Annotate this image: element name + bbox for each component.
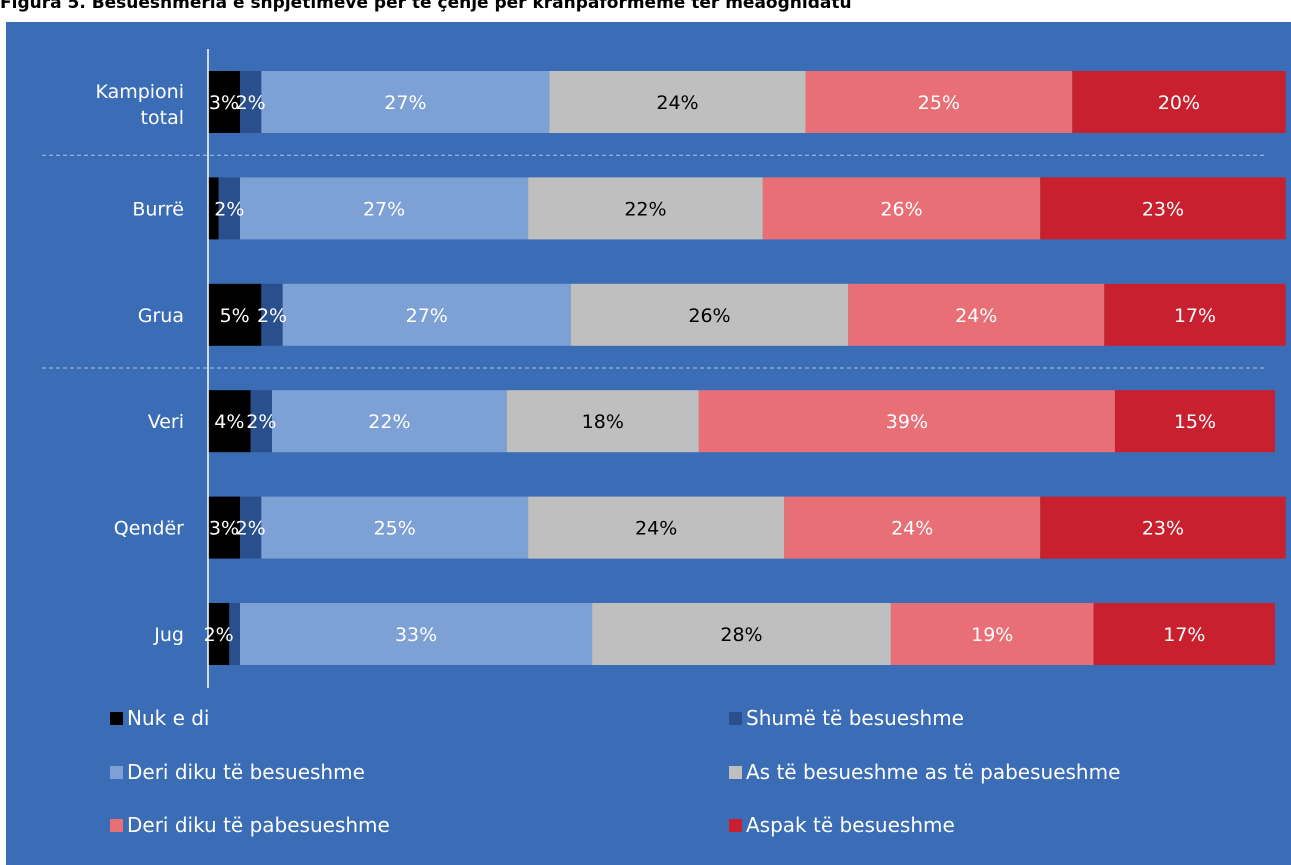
data-label: 23% xyxy=(1142,198,1184,220)
data-label: 17% xyxy=(1174,305,1216,327)
legend-item: As të besueshme as të pabesueshme xyxy=(729,759,1120,785)
legend-swatch xyxy=(729,765,742,779)
bar-segment xyxy=(208,71,241,133)
bar-segment xyxy=(549,71,806,133)
legend-label: Shumë të besueshme xyxy=(746,706,964,730)
data-label: 24% xyxy=(635,518,677,540)
bar-segment xyxy=(528,496,785,559)
bar-segment xyxy=(261,496,529,559)
bar-segment xyxy=(250,390,273,453)
data-label: 3% xyxy=(209,92,239,114)
bar-segment xyxy=(1104,283,1286,346)
data-label: 25% xyxy=(374,518,416,540)
data-label: 39% xyxy=(886,411,928,433)
bar-segment xyxy=(528,177,763,240)
legend-label: As të besueshme as të pabesueshme xyxy=(746,760,1121,784)
bar-segment xyxy=(240,496,262,559)
legend-item: Nuk e di xyxy=(110,705,210,731)
data-label: 17% xyxy=(1163,624,1205,646)
bar-segment xyxy=(208,496,241,559)
bar-segment xyxy=(208,390,251,453)
data-label: 2% xyxy=(214,198,244,220)
legend-label: Nuk e di xyxy=(127,706,210,730)
category-label: Burrë xyxy=(132,198,184,220)
legend-item: Aspak të besueshme xyxy=(729,812,955,838)
bar-segment xyxy=(282,283,571,346)
data-label: 5% xyxy=(220,305,250,327)
bar-segment xyxy=(1040,177,1286,240)
bar-segment xyxy=(208,283,262,346)
legend-label: Deri diku të pabesueshme xyxy=(127,813,390,837)
data-label: 24% xyxy=(891,518,933,540)
legend-swatch xyxy=(110,818,123,832)
data-label: 4% xyxy=(214,411,244,433)
bar-segment xyxy=(762,177,1041,240)
bar-segment xyxy=(1093,603,1275,665)
bar-segment xyxy=(698,390,1115,453)
bar-segment xyxy=(592,603,891,665)
chart-title-strip: Figura 5. Besueshmëria e shpjetimeve për… xyxy=(0,0,1291,22)
data-label: 3% xyxy=(209,518,239,540)
bar-segment xyxy=(1114,390,1275,453)
bar-segment xyxy=(240,71,262,133)
bar-segment xyxy=(208,603,230,665)
data-label: 24% xyxy=(955,305,997,327)
data-label: 18% xyxy=(582,411,624,433)
bar-segment xyxy=(208,177,219,240)
legend-item: Shumë të besueshme xyxy=(729,705,964,731)
legend-swatch xyxy=(110,765,123,779)
bar-segment xyxy=(229,603,241,665)
bar-segment xyxy=(805,71,1073,133)
bar-segment xyxy=(1040,496,1286,559)
legend-label: Aspak të besueshme xyxy=(746,813,955,837)
bar-segment xyxy=(1072,71,1286,133)
data-label: 33% xyxy=(395,624,437,646)
bar-segment xyxy=(272,390,507,453)
data-label: 22% xyxy=(368,411,410,433)
bar-segment xyxy=(848,283,1105,346)
bar-segment xyxy=(261,283,283,346)
data-label: 26% xyxy=(688,305,730,327)
bar-segment xyxy=(570,283,849,346)
bar-segment xyxy=(784,496,1041,559)
data-label: 27% xyxy=(384,92,426,114)
data-label: 28% xyxy=(720,624,762,646)
category-label: Grua xyxy=(138,305,184,327)
data-label: 15% xyxy=(1174,411,1216,433)
data-label: 27% xyxy=(406,305,448,327)
data-label: 2% xyxy=(236,92,266,114)
data-label: 24% xyxy=(656,92,698,114)
data-label: 20% xyxy=(1158,92,1200,114)
legend-item: Deri diku të pabesueshme xyxy=(110,812,390,838)
bar-segment xyxy=(506,390,699,453)
bar-segment xyxy=(240,603,593,665)
data-label: 27% xyxy=(363,198,405,220)
bar-segment xyxy=(890,603,1094,665)
data-label: 19% xyxy=(971,624,1013,646)
data-label: 23% xyxy=(1142,518,1184,540)
bar-segment xyxy=(218,177,241,240)
data-label: 2% xyxy=(257,305,287,327)
legend-swatch xyxy=(110,711,123,725)
legend-swatch xyxy=(729,711,742,725)
category-label: Kampioni total xyxy=(95,81,184,129)
data-label: 2% xyxy=(204,624,234,646)
data-label: 26% xyxy=(880,198,922,220)
legend-swatch xyxy=(729,818,742,832)
legend-label: Deri diku të besueshme xyxy=(127,760,365,784)
data-label: 2% xyxy=(236,518,266,540)
chart-title: Figura 5. Besueshmëria e shpjetimeve për… xyxy=(0,0,852,13)
category-label: Veri xyxy=(148,411,184,433)
bar-segment xyxy=(261,71,550,133)
bar-segment xyxy=(240,177,529,240)
legend-item: Deri diku të besueshme xyxy=(110,759,365,785)
data-label: 22% xyxy=(624,198,666,220)
data-label: 25% xyxy=(918,92,960,114)
category-label: Jug xyxy=(153,624,184,646)
category-label: Qendër xyxy=(114,518,184,540)
data-label: 2% xyxy=(246,411,276,433)
